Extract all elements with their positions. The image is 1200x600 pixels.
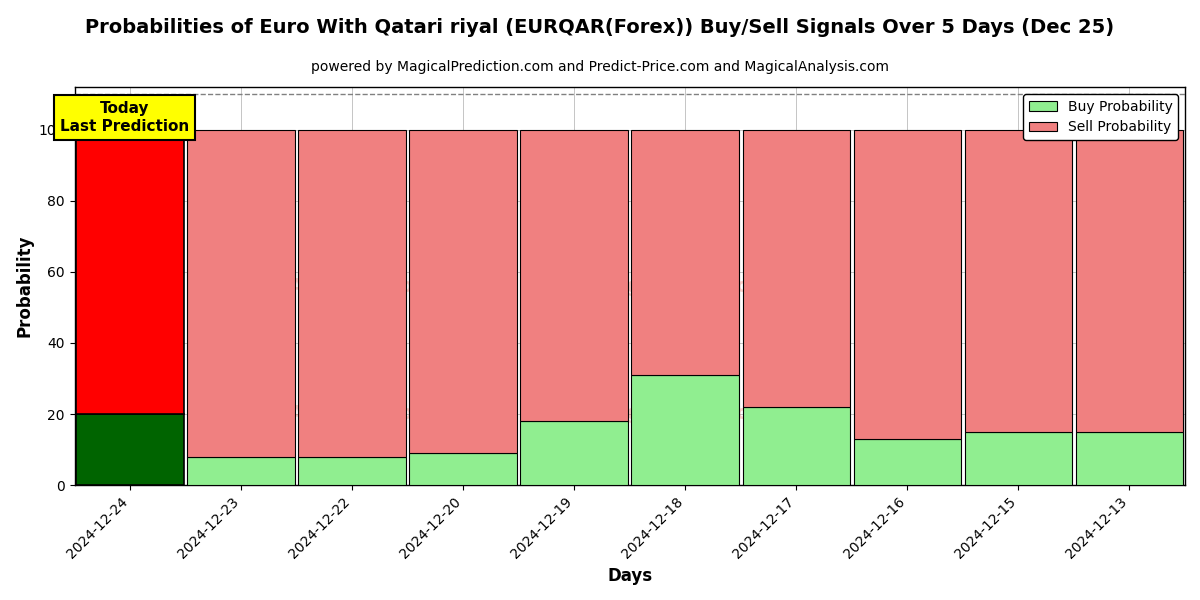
Bar	[409, 130, 517, 453]
Bar	[77, 414, 184, 485]
Bar	[743, 407, 851, 485]
Bar	[299, 457, 406, 485]
Text: MagicalPrediction.com: MagicalPrediction.com	[594, 404, 844, 423]
Bar	[521, 130, 628, 421]
Bar	[77, 140, 184, 414]
Text: Probabilities of Euro With Qatari riyal (EURQAR(Forex)) Buy/Sell Signals Over 5 : Probabilities of Euro With Qatari riyal …	[85, 18, 1115, 37]
Bar	[1075, 130, 1183, 432]
Bar	[965, 130, 1073, 432]
Text: Today
Last Prediction: Today Last Prediction	[60, 101, 190, 134]
Bar	[743, 130, 851, 407]
Y-axis label: Probability: Probability	[16, 235, 34, 337]
Bar	[853, 130, 961, 439]
Bar	[853, 439, 961, 485]
Text: MagicalAnalysis.com: MagicalAnalysis.com	[205, 277, 433, 296]
Text: MagicalAnalysis.com: MagicalAnalysis.com	[205, 404, 433, 423]
Text: MagicalPrediction.com: MagicalPrediction.com	[594, 277, 844, 296]
Bar	[1075, 432, 1183, 485]
X-axis label: Days: Days	[607, 567, 653, 585]
Bar	[631, 130, 739, 375]
Bar	[187, 457, 295, 485]
Bar	[187, 130, 295, 457]
Legend: Buy Probability, Sell Probability: Buy Probability, Sell Probability	[1024, 94, 1178, 140]
Bar	[409, 453, 517, 485]
Bar	[965, 432, 1073, 485]
Text: powered by MagicalPrediction.com and Predict-Price.com and MagicalAnalysis.com: powered by MagicalPrediction.com and Pre…	[311, 60, 889, 74]
Bar	[521, 421, 628, 485]
Bar	[299, 130, 406, 457]
Bar	[631, 375, 739, 485]
